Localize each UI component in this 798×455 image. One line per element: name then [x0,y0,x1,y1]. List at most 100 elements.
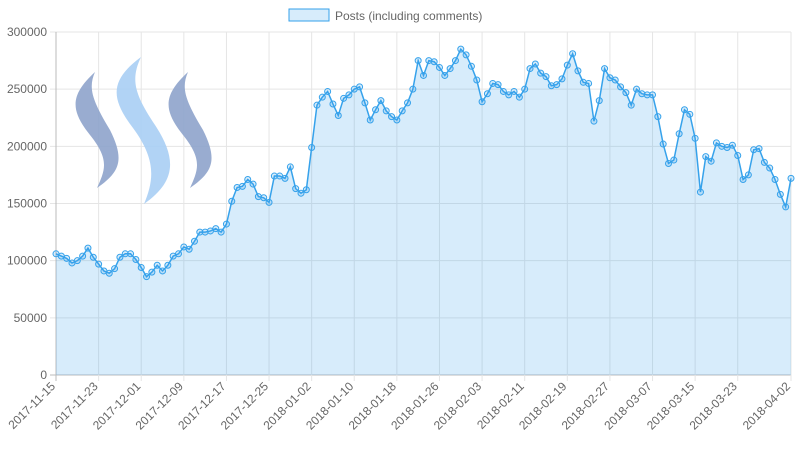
point [771,175,779,183]
point [159,267,167,275]
point [691,134,699,142]
line [55,47,792,278]
point [579,78,587,86]
point [739,175,747,183]
point [324,87,332,95]
point [457,45,465,53]
y-tick-label: 150000 [7,197,47,211]
point [473,76,481,84]
point [345,91,353,99]
point [755,145,763,153]
point [73,257,81,265]
point [595,97,603,105]
point [569,50,577,58]
point [574,67,582,75]
area [56,49,791,376]
point [249,180,257,188]
point [244,175,252,183]
point [95,260,103,268]
point [718,142,726,150]
point [446,65,454,73]
logo [75,57,212,204]
point [212,225,220,233]
y-tick-label: 0 [40,368,47,382]
point [420,71,427,79]
point [712,139,720,147]
point [254,193,262,201]
point [84,244,92,252]
point [377,97,385,105]
point [776,190,784,198]
point [585,79,593,87]
point [137,264,145,272]
point [297,189,305,197]
point [696,188,704,196]
point [686,110,694,118]
point [148,268,156,276]
y-tick-label: 200000 [7,139,47,153]
point [515,93,523,101]
y-tick-label: 300000 [7,25,47,39]
point [79,252,87,260]
point [190,237,198,245]
point [750,146,758,154]
point [265,198,273,206]
point [478,98,486,106]
point [340,94,348,102]
point [366,116,374,124]
point [372,106,380,114]
legend-label: Posts (including comments) [335,9,482,23]
point [744,171,752,179]
point [526,65,534,73]
point [782,203,790,211]
point [734,151,742,159]
point [680,106,688,114]
point [302,186,310,194]
point [217,228,225,236]
point [787,174,795,182]
point [222,220,230,228]
point [499,87,507,95]
point [286,163,294,171]
point [105,269,113,277]
point [537,69,545,77]
legend-item: Posts (including comments) [288,8,482,23]
point [356,83,364,91]
point [388,113,396,121]
point [382,107,390,115]
point [489,79,497,87]
point [334,111,342,119]
point [116,253,124,261]
point [153,261,161,269]
point [665,159,672,167]
point [185,245,193,253]
point [531,60,539,68]
point [435,63,443,71]
point [143,273,151,281]
point [238,182,246,190]
point [638,90,646,98]
point [127,250,135,258]
point [649,91,657,99]
point [270,172,278,180]
point [617,83,625,91]
x-tick-label: 2018-04-02 [740,379,794,433]
point [707,157,715,165]
point [670,156,678,164]
point [430,58,438,66]
point [308,143,316,151]
y-tick-label: 250000 [7,82,47,96]
point [611,76,619,84]
point [409,85,417,93]
point [483,90,491,98]
point [233,183,241,191]
point [521,85,529,93]
point [510,87,518,95]
point [414,57,422,65]
point [89,253,97,261]
point [393,116,401,124]
point [164,261,172,269]
point [441,71,449,79]
point [494,81,502,89]
